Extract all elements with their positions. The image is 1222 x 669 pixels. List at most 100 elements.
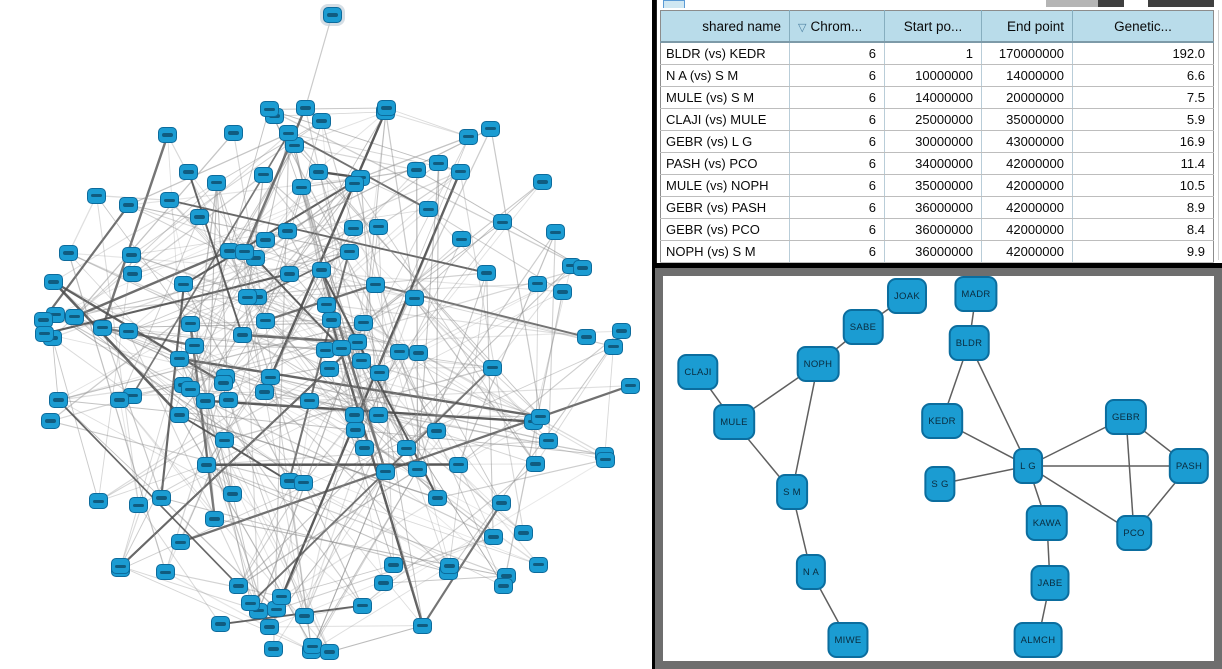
network-node[interactable] <box>238 289 258 306</box>
column-header-shared-name[interactable]: shared name <box>660 10 790 43</box>
network-node[interactable] <box>408 461 428 478</box>
network-node[interactable] <box>272 588 292 605</box>
network-node[interactable] <box>531 408 551 425</box>
network-node[interactable] <box>185 337 205 354</box>
network-node[interactable] <box>351 352 371 369</box>
network-edge-bldr-l-g[interactable] <box>968 342 1029 467</box>
network-node[interactable] <box>291 179 311 196</box>
network-node[interactable] <box>376 463 396 480</box>
network-node[interactable] <box>196 392 216 409</box>
table-row[interactable]: NOPH (vs) S M 6 36000000 42000000 9.9 <box>660 240 1214 263</box>
network-node-kedr[interactable]: KEDR <box>921 403 963 439</box>
network-node[interactable] <box>332 340 352 357</box>
network-node[interactable] <box>205 510 225 527</box>
network-node[interactable] <box>241 595 261 612</box>
network-node[interactable] <box>322 7 342 23</box>
network-node[interactable] <box>493 578 513 595</box>
network-node-sabe[interactable]: SABE <box>842 309 884 345</box>
selected-network-canvas[interactable]: JOAK SABE NOPH CLAJI MULE S M N A MIWE MADR BLDR K… <box>663 276 1214 661</box>
network-node[interactable] <box>214 375 234 392</box>
network-node[interactable] <box>428 489 448 506</box>
network-node[interactable] <box>377 100 397 116</box>
network-node[interactable] <box>118 323 138 340</box>
network-node[interactable] <box>345 406 365 423</box>
network-node[interactable] <box>174 276 194 293</box>
network-node[interactable] <box>529 556 549 573</box>
network-node-n-a[interactable]: N A <box>795 554 827 590</box>
network-node[interactable] <box>259 618 279 635</box>
network-node[interactable] <box>491 495 511 512</box>
network-node[interactable] <box>88 493 108 510</box>
network-node[interactable] <box>264 640 284 657</box>
network-node[interactable] <box>389 343 409 360</box>
table-row[interactable]: PASH (vs) PCO 6 34000000 42000000 11.4 <box>660 152 1214 175</box>
network-node[interactable] <box>309 163 329 180</box>
network-node[interactable] <box>255 231 275 248</box>
network-node-noph[interactable]: NOPH <box>796 346 840 382</box>
network-node[interactable] <box>603 338 623 355</box>
network-node[interactable] <box>119 197 139 214</box>
network-node[interactable] <box>374 575 394 592</box>
network-node-bldr[interactable]: BLDR <box>948 325 990 361</box>
network-node[interactable] <box>224 124 244 141</box>
network-node[interactable] <box>294 474 314 491</box>
network-node[interactable] <box>450 163 470 180</box>
network-node-miwe[interactable]: MIWE <box>827 622 869 658</box>
network-node[interactable] <box>553 283 573 300</box>
table-row[interactable]: N A (vs) S M 6 10000000 14000000 6.6 <box>660 64 1214 87</box>
vertical-scrollbar[interactable] <box>1218 10 1219 260</box>
network-node[interactable] <box>255 383 275 400</box>
network-node[interactable] <box>110 392 130 409</box>
network-node[interactable] <box>483 528 503 545</box>
network-node[interactable] <box>180 315 200 332</box>
network-node[interactable] <box>532 173 552 190</box>
network-node[interactable] <box>316 296 336 313</box>
network-node[interactable] <box>396 440 416 457</box>
network-node[interactable] <box>59 245 79 262</box>
network-node[interactable] <box>123 265 143 282</box>
network-node-mule[interactable]: MULE <box>713 404 755 440</box>
network-node[interactable] <box>344 220 364 237</box>
network-node[interactable] <box>87 187 107 204</box>
network-node[interactable] <box>295 608 315 625</box>
table-row[interactable]: GEBR (vs) PASH 6 36000000 42000000 8.9 <box>660 196 1214 219</box>
network-node[interactable] <box>259 101 279 118</box>
network-node[interactable] <box>158 127 178 144</box>
network-node[interactable] <box>620 377 640 394</box>
network-node-gebr[interactable]: GEBR <box>1104 399 1148 435</box>
network-node[interactable] <box>151 489 171 506</box>
network-node[interactable] <box>311 262 331 279</box>
network-node[interactable] <box>409 345 429 362</box>
network-node[interactable] <box>595 451 615 468</box>
network-node[interactable] <box>159 192 179 209</box>
table-row[interactable]: CLAJI (vs) MULE 6 25000000 35000000 5.9 <box>660 108 1214 131</box>
network-node[interactable] <box>339 243 359 260</box>
column-header-chrom[interactable]: ▽ Chrom... <box>789 10 885 43</box>
network-node[interactable] <box>207 174 227 191</box>
network-node[interactable] <box>369 364 389 381</box>
network-node[interactable] <box>545 224 565 241</box>
network-node[interactable] <box>576 328 596 345</box>
main-network-canvas[interactable] <box>0 0 652 669</box>
network-node[interactable] <box>170 534 190 551</box>
network-node[interactable] <box>493 214 513 231</box>
table-row[interactable]: BLDR (vs) KEDR 6 1 170000000 192.0 <box>660 42 1214 65</box>
network-node[interactable] <box>295 100 315 116</box>
network-node[interactable] <box>277 223 297 240</box>
network-node[interactable] <box>481 120 501 137</box>
network-node-joak[interactable]: JOAK <box>886 278 928 314</box>
network-node[interactable] <box>426 423 446 440</box>
network-node[interactable] <box>179 163 199 180</box>
network-node[interactable] <box>365 276 385 293</box>
network-node-almch[interactable]: ALMCH <box>1013 622 1063 658</box>
network-node[interactable] <box>65 308 84 325</box>
network-node[interactable] <box>413 617 433 634</box>
network-node[interactable] <box>232 326 252 343</box>
network-node[interactable] <box>539 432 559 449</box>
network-node[interactable] <box>255 312 275 329</box>
column-header-start-po[interactable]: Start po... <box>884 10 982 43</box>
network-node[interactable] <box>345 421 365 438</box>
network-node[interactable] <box>170 350 190 367</box>
network-node[interactable] <box>368 218 388 235</box>
network-node[interactable] <box>384 556 404 573</box>
